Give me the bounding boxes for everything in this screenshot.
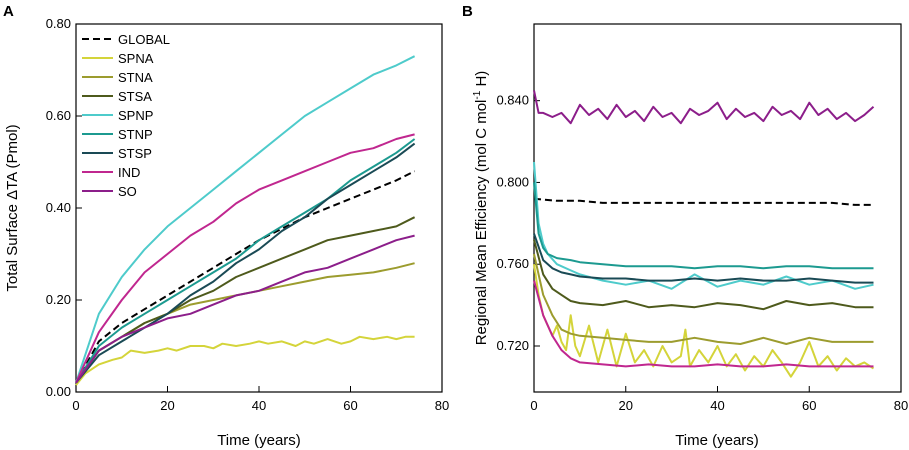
legend-label-stna: STNA — [118, 70, 153, 85]
series-line-stna — [533, 253, 874, 345]
series-line-global — [75, 170, 416, 384]
x-tick-label: 60 — [343, 398, 357, 413]
series-line-spnp — [533, 161, 874, 290]
legend-label-stsp: STSP — [118, 146, 152, 161]
panel-a-legend: GLOBAL SPNA STNA STSA SPNP STNP STSP IND SO — [82, 32, 170, 199]
legend-label-global: GLOBAL — [118, 32, 170, 47]
series-line-so — [533, 90, 875, 125]
series-line-ind — [75, 133, 415, 384]
panel-b-letter: B — [462, 3, 473, 20]
series-line-stsp — [533, 233, 874, 284]
series-line-stsa — [75, 216, 416, 384]
series-line-stnp — [533, 182, 874, 270]
legend-label-stnp: STNP — [118, 127, 153, 142]
x-tick-label: 40 — [252, 398, 266, 413]
panel-a-series — [75, 55, 416, 386]
series-line-stsa — [533, 239, 874, 311]
y-tick-label: 0.00 — [46, 384, 71, 399]
x-tick-label: 60 — [802, 398, 816, 413]
series-line-so — [75, 234, 415, 384]
y-tick-label: 0.20 — [46, 292, 71, 307]
series-line-spna — [533, 264, 875, 378]
x-tick-label: 80 — [435, 398, 449, 413]
panel-b-ylabel-end: H) — [473, 71, 490, 91]
y-tick-label: 0.760 — [496, 256, 529, 271]
panel-b: B 0 20 40 60 80 0.720 0.760 0.800 0.840 Time (ye… — [462, 3, 908, 449]
legend-label-so: SO — [118, 184, 137, 199]
series-line-stna — [75, 262, 415, 384]
x-tick-label: 20 — [619, 398, 633, 413]
panel-b-ylabel-main: Regional Mean Efficiency (mol C mol — [473, 100, 490, 346]
y-tick-label: 0.60 — [46, 108, 71, 123]
series-line-spna — [75, 335, 415, 386]
y-tick-label: 0.40 — [46, 200, 71, 215]
y-tick-label: 0.840 — [496, 93, 529, 108]
legend-label-ind: IND — [118, 165, 140, 180]
panel-a-letter: A — [3, 3, 14, 20]
series-line-stnp — [75, 138, 416, 384]
x-tick-label: 0 — [530, 398, 537, 413]
legend-label-stsa: STSA — [118, 89, 152, 104]
y-tick-label: 0.720 — [496, 338, 529, 353]
series-line-ind — [533, 280, 874, 368]
panel-a-ticks: 0 20 40 60 80 0.00 0.20 0.40 0.60 0.80 — [46, 16, 450, 413]
x-tick-label: 40 — [710, 398, 724, 413]
x-tick-label: 0 — [72, 398, 79, 413]
panel-b-ylabel-sup: -1 — [472, 90, 483, 99]
y-tick-label: 0.80 — [46, 16, 71, 31]
panel-a-xlabel: Time (years) — [217, 432, 301, 449]
y-tick-label: 0.800 — [496, 174, 529, 189]
panel-a: A 0 20 40 60 80 0.00 0.20 0.40 0.60 0.80 Time (ye… — [3, 3, 449, 449]
x-tick-label: 80 — [894, 398, 908, 413]
panel-b-ticks: 0 20 40 60 80 0.720 0.760 0.800 0.840 — [496, 93, 908, 413]
series-line-stsp — [75, 142, 416, 384]
legend-label-spna: SPNA — [118, 51, 154, 66]
series-line-global — [533, 197, 874, 206]
panel-b-series — [533, 90, 875, 378]
panel-a-ylabel: Total Surface ΔTA (Pmol) — [4, 124, 21, 291]
panel-b-xlabel: Time (years) — [675, 432, 759, 449]
panel-b-ylabel: Regional Mean Efficiency (mol C mol-1 H) — [472, 71, 490, 346]
series-line-spnp — [75, 55, 416, 384]
x-tick-label: 20 — [160, 398, 174, 413]
legend-label-spnp: SPNP — [118, 108, 153, 123]
